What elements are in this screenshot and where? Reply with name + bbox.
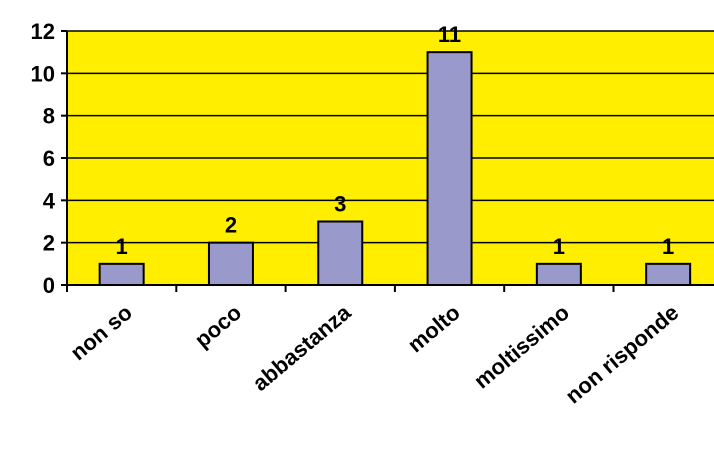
bar-non-risponde [645,262,692,287]
x-ticks [66,285,615,292]
gridlines [67,30,714,244]
data-label: 1 [553,234,565,259]
category-label: non so [66,300,137,366]
y-ticks: 0 2 4 6 8 10 12 [31,19,67,298]
bar-non-so [98,262,145,287]
data-label: 1 [662,234,674,259]
category-label: poco [190,300,246,353]
bar-moltissimo [535,262,582,287]
bar-poco [207,241,254,287]
y-tick-label: 2 [43,231,55,256]
data-label: 3 [334,192,346,217]
y-tick-label: 0 [43,273,55,298]
bar-abbastanza [317,220,364,286]
y-tick-label: 10 [31,61,55,86]
y-tick-label: 8 [43,104,55,129]
category-label: molto [403,300,465,358]
bar-molto [426,51,473,286]
data-label: 2 [225,213,237,238]
data-label: 1 [116,234,128,259]
category-label: moltissimo [469,300,574,394]
y-tick-label: 6 [43,146,55,171]
data-label: 11 [438,22,461,47]
bars [98,51,692,287]
category-label: non risponde [561,300,684,409]
y-tick-label: 4 [43,188,56,213]
y-tick-label: 12 [31,19,55,44]
category-label: abbastanza [248,299,356,396]
